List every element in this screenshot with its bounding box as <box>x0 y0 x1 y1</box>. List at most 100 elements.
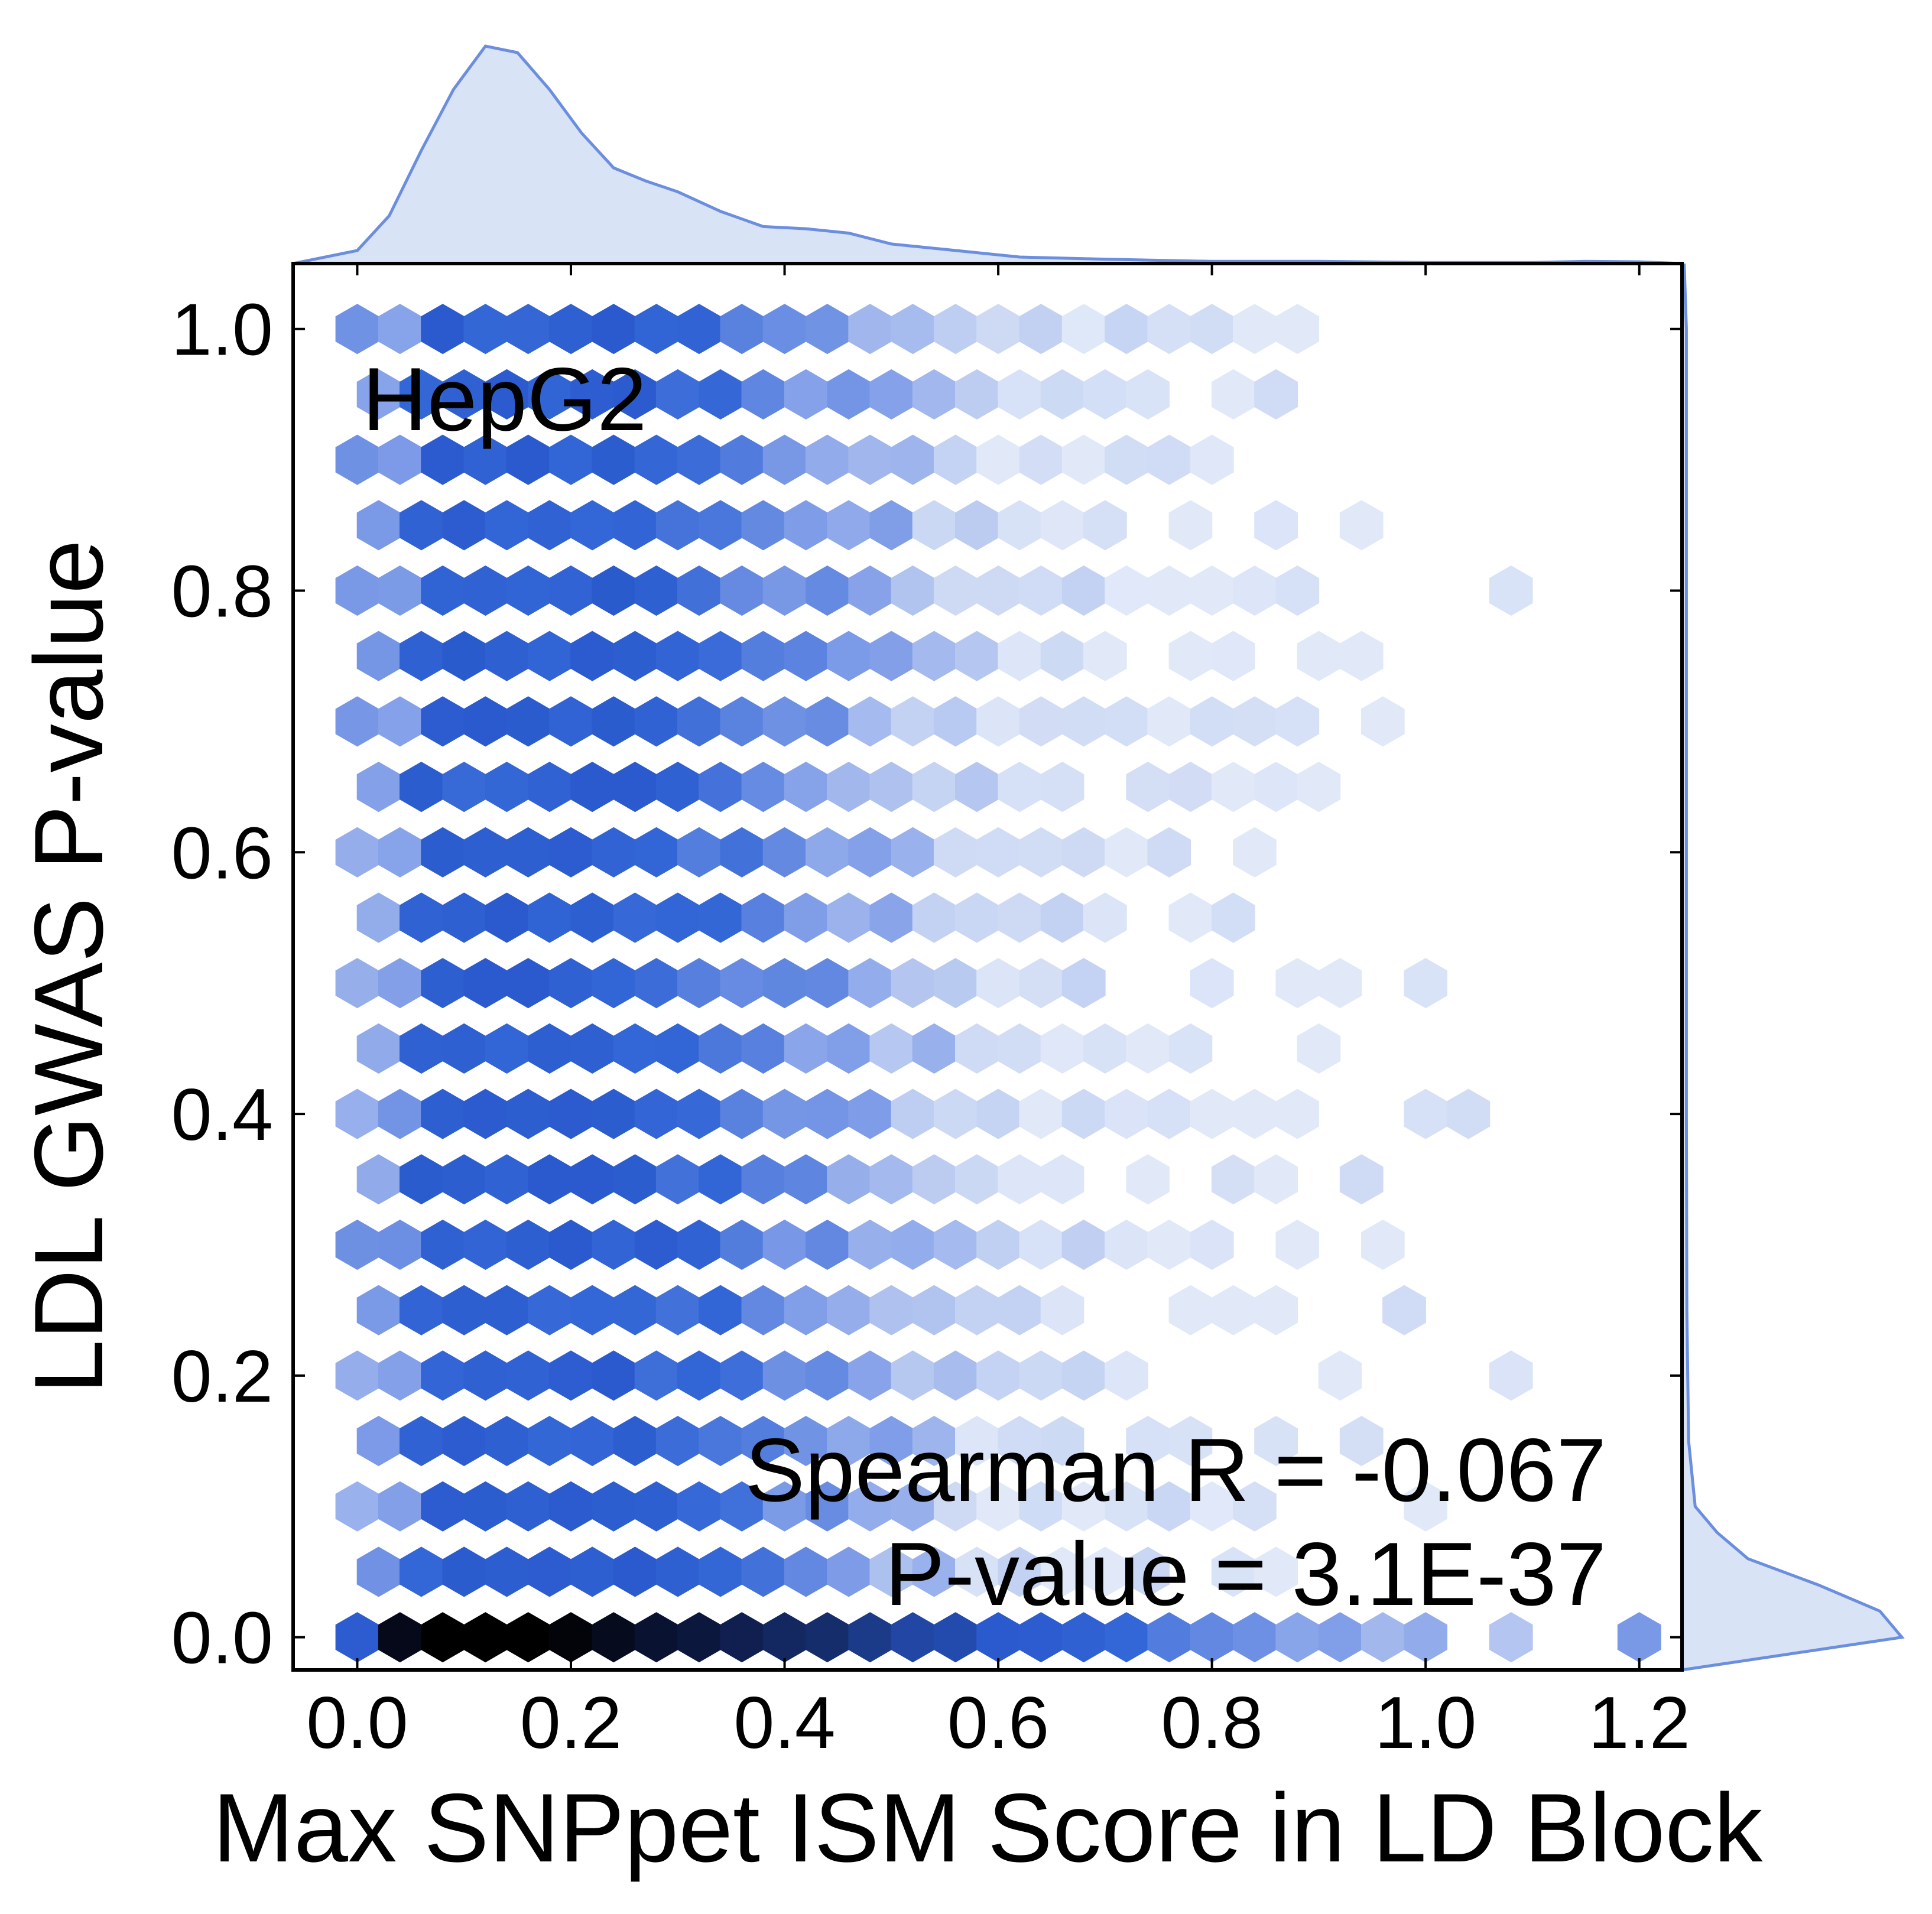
hex-cell <box>400 892 443 943</box>
hex-cell <box>720 304 764 355</box>
hex-cell <box>976 827 1020 878</box>
hex-cell <box>1061 1088 1106 1139</box>
hex-cell <box>869 1546 914 1597</box>
hex-cell <box>421 958 465 1009</box>
hex-cell <box>506 434 550 485</box>
hex-cell <box>506 1350 550 1401</box>
hex-cell <box>869 762 914 813</box>
hex-cell <box>400 1546 443 1597</box>
hex-cell <box>655 762 700 813</box>
hex-cell <box>806 696 849 747</box>
hex-cell <box>1404 958 1447 1009</box>
hex-cell <box>528 1416 572 1467</box>
hex-cell <box>1147 827 1191 878</box>
hex-cell <box>1190 304 1234 355</box>
hex-cell <box>720 958 764 1009</box>
hex-cell <box>335 1219 379 1270</box>
hex-cell <box>998 1285 1042 1335</box>
hex-cell <box>655 1023 700 1074</box>
hex-cell <box>1019 1350 1063 1401</box>
hex-cell <box>655 500 700 551</box>
hex-cell <box>848 696 892 747</box>
hex-cell <box>356 500 401 551</box>
hex-cell <box>1254 1285 1298 1335</box>
hex-cell <box>485 500 529 551</box>
hex-cell <box>677 1612 721 1663</box>
hex-cell <box>1275 1088 1320 1139</box>
hex-cell <box>421 1612 465 1663</box>
hex-cell <box>1404 1612 1447 1663</box>
hex-cell <box>634 1350 678 1401</box>
hex-cell <box>634 434 678 485</box>
hex-cell <box>356 1546 401 1597</box>
hex-cell <box>528 762 572 813</box>
hex-cell <box>1318 1350 1362 1401</box>
hex-cell <box>442 1154 486 1205</box>
hex-cell <box>784 1546 828 1597</box>
hex-cell <box>1233 696 1277 747</box>
hex-cell <box>613 1416 657 1467</box>
hex-cell <box>1211 1546 1255 1597</box>
hex-cell <box>1275 696 1320 747</box>
hex-cell <box>1297 1023 1341 1074</box>
hex-cell <box>1275 1219 1320 1270</box>
hex-cell <box>976 1612 1020 1663</box>
hex-cell <box>1275 304 1320 355</box>
hex-cell <box>1105 1612 1148 1663</box>
hex-cell <box>335 434 379 485</box>
hex-cell <box>933 1481 978 1532</box>
hex-cell <box>592 304 636 355</box>
hex-cell <box>869 631 914 681</box>
hex-cell <box>1168 762 1213 813</box>
hex-cell <box>955 1416 999 1467</box>
hex-cell <box>955 1546 999 1597</box>
hex-cell <box>1617 1612 1661 1663</box>
hex-cell <box>1019 1481 1063 1532</box>
hex-cell <box>891 1481 935 1532</box>
hex-cell <box>869 369 914 420</box>
hex-cell <box>549 434 593 485</box>
hex-cell <box>378 565 422 616</box>
hex-cell <box>1105 565 1148 616</box>
hex-cell <box>528 369 572 420</box>
hex-cell <box>677 1481 721 1532</box>
hex-cell <box>848 1612 892 1663</box>
hex-cell <box>1254 1546 1298 1597</box>
hex-cell <box>912 500 956 551</box>
hex-cell <box>891 1612 935 1663</box>
hex-cell <box>655 892 700 943</box>
hex-cell <box>655 1154 700 1205</box>
hex-cell <box>1061 1612 1106 1663</box>
hex-cell <box>1254 369 1298 420</box>
hex-cell <box>570 1023 614 1074</box>
hex-cell <box>976 304 1020 355</box>
hex-cell <box>1105 827 1148 878</box>
pvalue-label: P-value = 3.1E-37 <box>885 1524 1606 1624</box>
hex-cell <box>1083 369 1127 420</box>
hex-cell <box>1190 565 1234 616</box>
hex-cell <box>1040 1023 1084 1074</box>
hex-cell <box>720 1088 764 1139</box>
hex-cell <box>570 369 614 420</box>
hex-cell <box>463 304 508 355</box>
hex-cell <box>762 1612 807 1663</box>
hex-cell <box>806 1088 849 1139</box>
hex-cell <box>549 1219 593 1270</box>
hex-cell <box>1040 631 1084 681</box>
hex-cell <box>1061 304 1106 355</box>
hex-cell <box>1061 1481 1106 1532</box>
hex-cell <box>1339 1154 1384 1205</box>
hex-cell <box>912 1285 956 1335</box>
hex-cell <box>1233 1481 1277 1532</box>
hex-cell <box>506 1612 550 1663</box>
hex-cell <box>442 631 486 681</box>
hex-cell <box>784 1154 828 1205</box>
hex-cell <box>933 696 978 747</box>
hex-cell <box>506 304 550 355</box>
hex-cell <box>720 1219 764 1270</box>
hex-cell <box>912 1416 956 1467</box>
hex-cell <box>1190 1088 1234 1139</box>
hex-cell <box>784 892 828 943</box>
hex-cell <box>1019 958 1063 1009</box>
hex-cell <box>1019 304 1063 355</box>
